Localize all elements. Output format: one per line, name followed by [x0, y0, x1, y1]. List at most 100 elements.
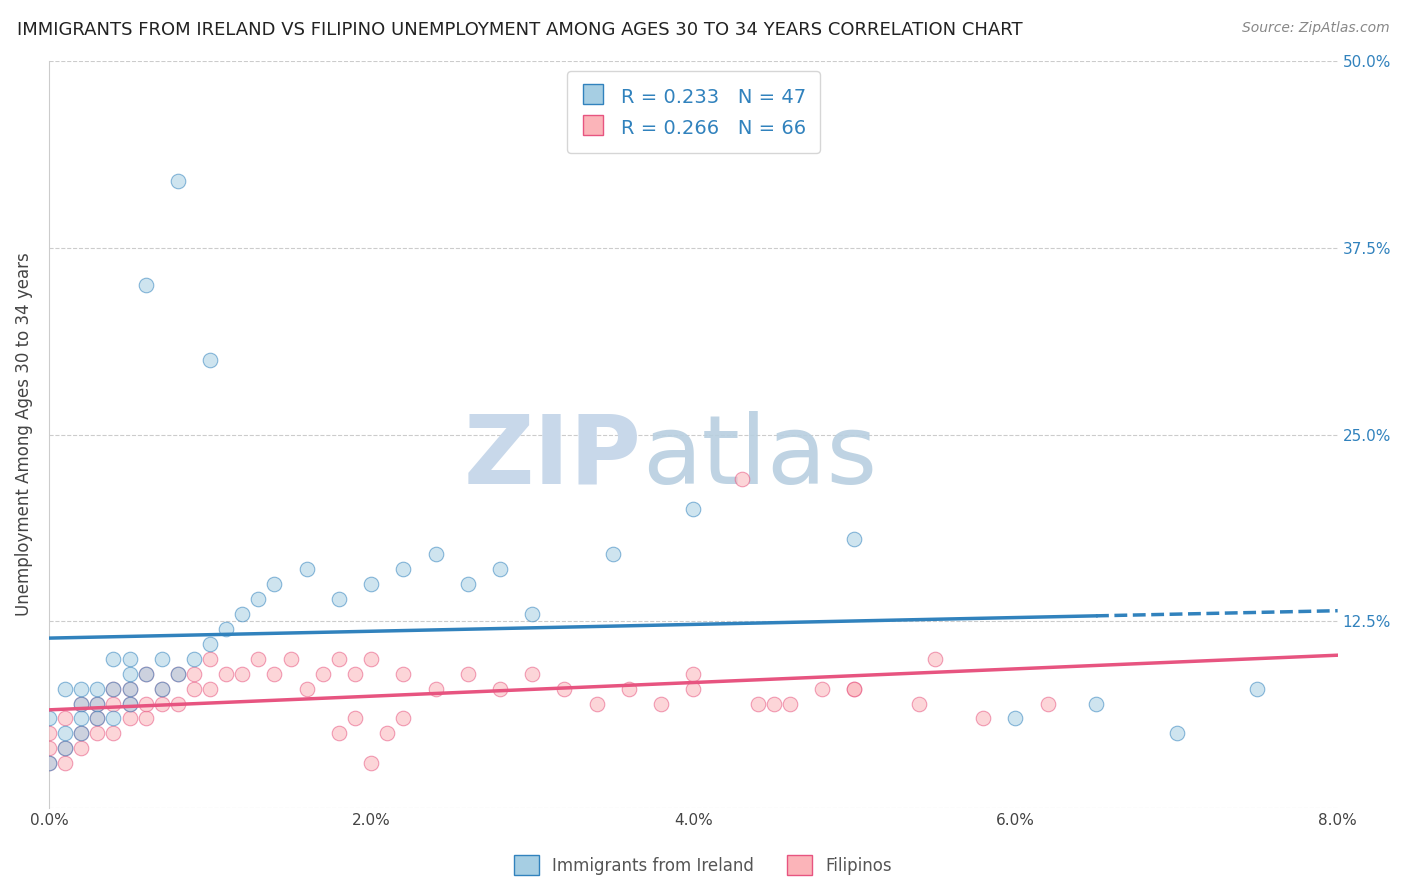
- Point: [103, 681, 125, 696]
- Point: [198, 637, 221, 651]
- Point: [522, 666, 544, 681]
- Point: [198, 681, 221, 696]
- Point: [908, 697, 931, 711]
- Point: [70, 726, 93, 740]
- Point: [103, 681, 125, 696]
- Point: [198, 651, 221, 665]
- Point: [118, 697, 141, 711]
- Point: [70, 711, 93, 725]
- Point: [118, 697, 141, 711]
- Point: [924, 651, 946, 665]
- Point: [38, 741, 60, 756]
- Point: [70, 697, 93, 711]
- Point: [585, 697, 607, 711]
- Point: [730, 472, 752, 486]
- Point: [166, 666, 188, 681]
- Point: [135, 697, 157, 711]
- Point: [328, 651, 350, 665]
- Point: [183, 651, 205, 665]
- Point: [135, 666, 157, 681]
- Point: [183, 681, 205, 696]
- Point: [118, 651, 141, 665]
- Point: [553, 681, 575, 696]
- Point: [779, 697, 801, 711]
- Point: [135, 278, 157, 293]
- Point: [86, 711, 108, 725]
- Point: [1085, 697, 1108, 711]
- Point: [811, 681, 834, 696]
- Point: [1036, 697, 1059, 711]
- Point: [650, 697, 672, 711]
- Point: [38, 726, 60, 740]
- Point: [38, 756, 60, 771]
- Text: IMMIGRANTS FROM IRELAND VS FILIPINO UNEMPLOYMENT AMONG AGES 30 TO 34 YEARS CORRE: IMMIGRANTS FROM IRELAND VS FILIPINO UNEM…: [17, 21, 1022, 39]
- Point: [762, 697, 785, 711]
- Point: [53, 681, 76, 696]
- Point: [602, 547, 624, 561]
- Point: [392, 562, 415, 576]
- Point: [103, 651, 125, 665]
- Point: [118, 681, 141, 696]
- Point: [392, 666, 415, 681]
- Point: [344, 666, 367, 681]
- Point: [457, 577, 479, 591]
- Point: [118, 681, 141, 696]
- Point: [360, 651, 382, 665]
- Point: [682, 681, 704, 696]
- Point: [150, 681, 173, 696]
- Point: [844, 681, 866, 696]
- Point: [150, 681, 173, 696]
- Point: [86, 697, 108, 711]
- Point: [53, 741, 76, 756]
- Point: [118, 666, 141, 681]
- Legend: Immigrants from Ireland, Filipinos: Immigrants from Ireland, Filipinos: [508, 848, 898, 882]
- Point: [70, 726, 93, 740]
- Text: atlas: atlas: [641, 410, 877, 503]
- Point: [38, 756, 60, 771]
- Point: [392, 711, 415, 725]
- Point: [166, 174, 188, 188]
- Point: [86, 726, 108, 740]
- Point: [183, 666, 205, 681]
- Y-axis label: Unemployment Among Ages 30 to 34 years: Unemployment Among Ages 30 to 34 years: [15, 252, 32, 616]
- Point: [247, 591, 270, 606]
- Point: [198, 352, 221, 367]
- Point: [360, 577, 382, 591]
- Point: [263, 577, 285, 591]
- Point: [328, 726, 350, 740]
- Point: [1004, 711, 1026, 725]
- Text: ZIP: ZIP: [464, 410, 641, 503]
- Point: [328, 591, 350, 606]
- Point: [280, 651, 302, 665]
- Point: [312, 666, 335, 681]
- Point: [617, 681, 640, 696]
- Point: [118, 711, 141, 725]
- Point: [844, 681, 866, 696]
- Point: [86, 697, 108, 711]
- Point: [135, 666, 157, 681]
- Point: [86, 711, 108, 725]
- Point: [682, 666, 704, 681]
- Text: Source: ZipAtlas.com: Source: ZipAtlas.com: [1241, 21, 1389, 36]
- Point: [295, 681, 318, 696]
- Point: [1246, 681, 1268, 696]
- Point: [53, 756, 76, 771]
- Point: [457, 666, 479, 681]
- Point: [489, 681, 512, 696]
- Point: [425, 547, 447, 561]
- Point: [166, 697, 188, 711]
- Point: [425, 681, 447, 696]
- Point: [53, 711, 76, 725]
- Point: [150, 651, 173, 665]
- Point: [682, 502, 704, 516]
- Point: [53, 741, 76, 756]
- Point: [360, 756, 382, 771]
- Point: [86, 681, 108, 696]
- Point: [844, 532, 866, 546]
- Point: [70, 681, 93, 696]
- Point: [972, 711, 994, 725]
- Point: [53, 726, 76, 740]
- Point: [747, 697, 769, 711]
- Point: [295, 562, 318, 576]
- Point: [70, 741, 93, 756]
